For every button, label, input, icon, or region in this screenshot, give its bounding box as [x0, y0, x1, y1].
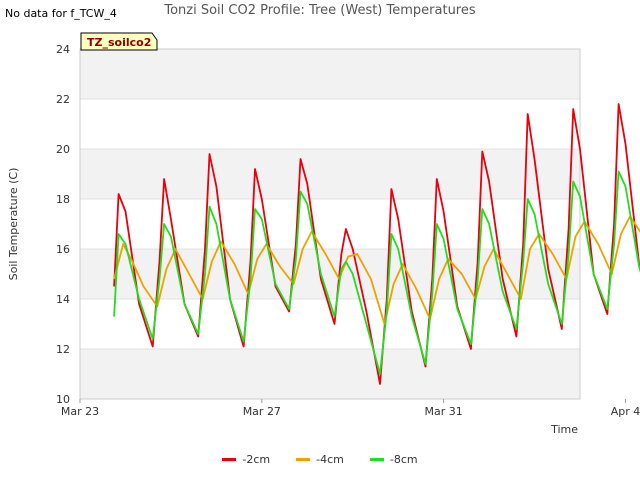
legend-item-2cm: -2cm — [222, 453, 270, 466]
y-axis-ticks: 10 12 14 16 18 20 22 24 — [56, 43, 70, 406]
y-tick-label: 18 — [56, 193, 70, 206]
x-tick-label: Mar 23 — [61, 405, 99, 418]
series-line-8cm — [113, 170, 640, 375]
grid-band — [80, 149, 580, 199]
grid-band — [80, 49, 580, 99]
x-axis-label: Time — [550, 423, 578, 436]
tz-soilco2-tag-label: TZ_soilco2 — [87, 36, 151, 49]
y-tick-label: 12 — [56, 343, 70, 356]
x-axis-ticks: Mar 23 Mar 27 Mar 31 Apr 4 — [61, 399, 640, 418]
legend-swatch-4cm — [296, 458, 311, 461]
no-data-message: No data for f_TCW_4 — [5, 7, 117, 20]
y-tick-label: 24 — [56, 43, 70, 56]
plot-frame — [79, 48, 581, 400]
series-line-2cm — [113, 103, 640, 385]
grid-band — [80, 349, 580, 399]
legend-label-4cm: -4cm — [316, 453, 344, 466]
legend-item-8cm: -8cm — [369, 453, 418, 466]
grid-bands — [80, 49, 580, 399]
y-axis-label: Soil Temperature (C) — [7, 168, 20, 281]
legend: -2cm -4cm -8cm — [0, 453, 640, 466]
tz-soilco2-tag: TZ_soilco2 — [80, 32, 158, 51]
legend-label-8cm: -8cm — [389, 453, 418, 466]
y-tick-label: 14 — [56, 293, 70, 306]
x-tick-label: Apr 4 — [611, 405, 640, 418]
grid-lines — [80, 48, 580, 400]
chart-title: Tonzi Soil CO2 Profile: Tree (West) Temp… — [164, 3, 476, 18]
legend-swatch-2cm — [222, 458, 237, 461]
series-lines — [113, 103, 640, 385]
legend-swatch-8cm — [369, 458, 384, 461]
legend-label-2cm: -2cm — [242, 453, 271, 466]
y-tick-label: 22 — [56, 93, 70, 106]
y-tick-label: 20 — [56, 143, 70, 156]
x-tick-label: Mar 31 — [425, 405, 463, 418]
y-tick-label: 16 — [56, 243, 70, 256]
y-tick-label: 10 — [56, 393, 70, 406]
x-tick-label: Mar 27 — [243, 405, 281, 418]
legend-item-4cm: -4cm — [296, 453, 344, 466]
